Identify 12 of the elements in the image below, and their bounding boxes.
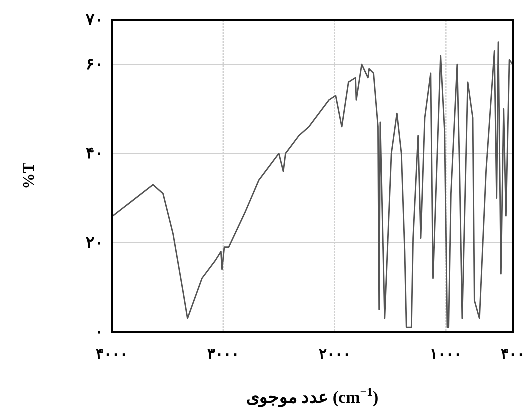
line-series <box>112 42 514 328</box>
y-tick-label: ۰ <box>95 324 104 341</box>
x-tick-label: ۴۰۰۰ <box>96 347 128 363</box>
y-tick-label: ۲۰ <box>86 234 104 252</box>
x-tick-label: ۳۰۰۰ <box>207 347 240 363</box>
y-axis-title: %T <box>21 162 38 190</box>
x-tick-label: ۲۰۰۰ <box>318 347 351 363</box>
x-tick-label: ۴۰۰ <box>501 347 525 363</box>
y-tick-label: ۶۰ <box>86 56 104 74</box>
y-tick-label: ۴۰ <box>86 146 104 163</box>
x-tick-label: ۱۰۰۰ <box>430 347 462 363</box>
y-tick-label: ۷۰ <box>85 12 104 29</box>
